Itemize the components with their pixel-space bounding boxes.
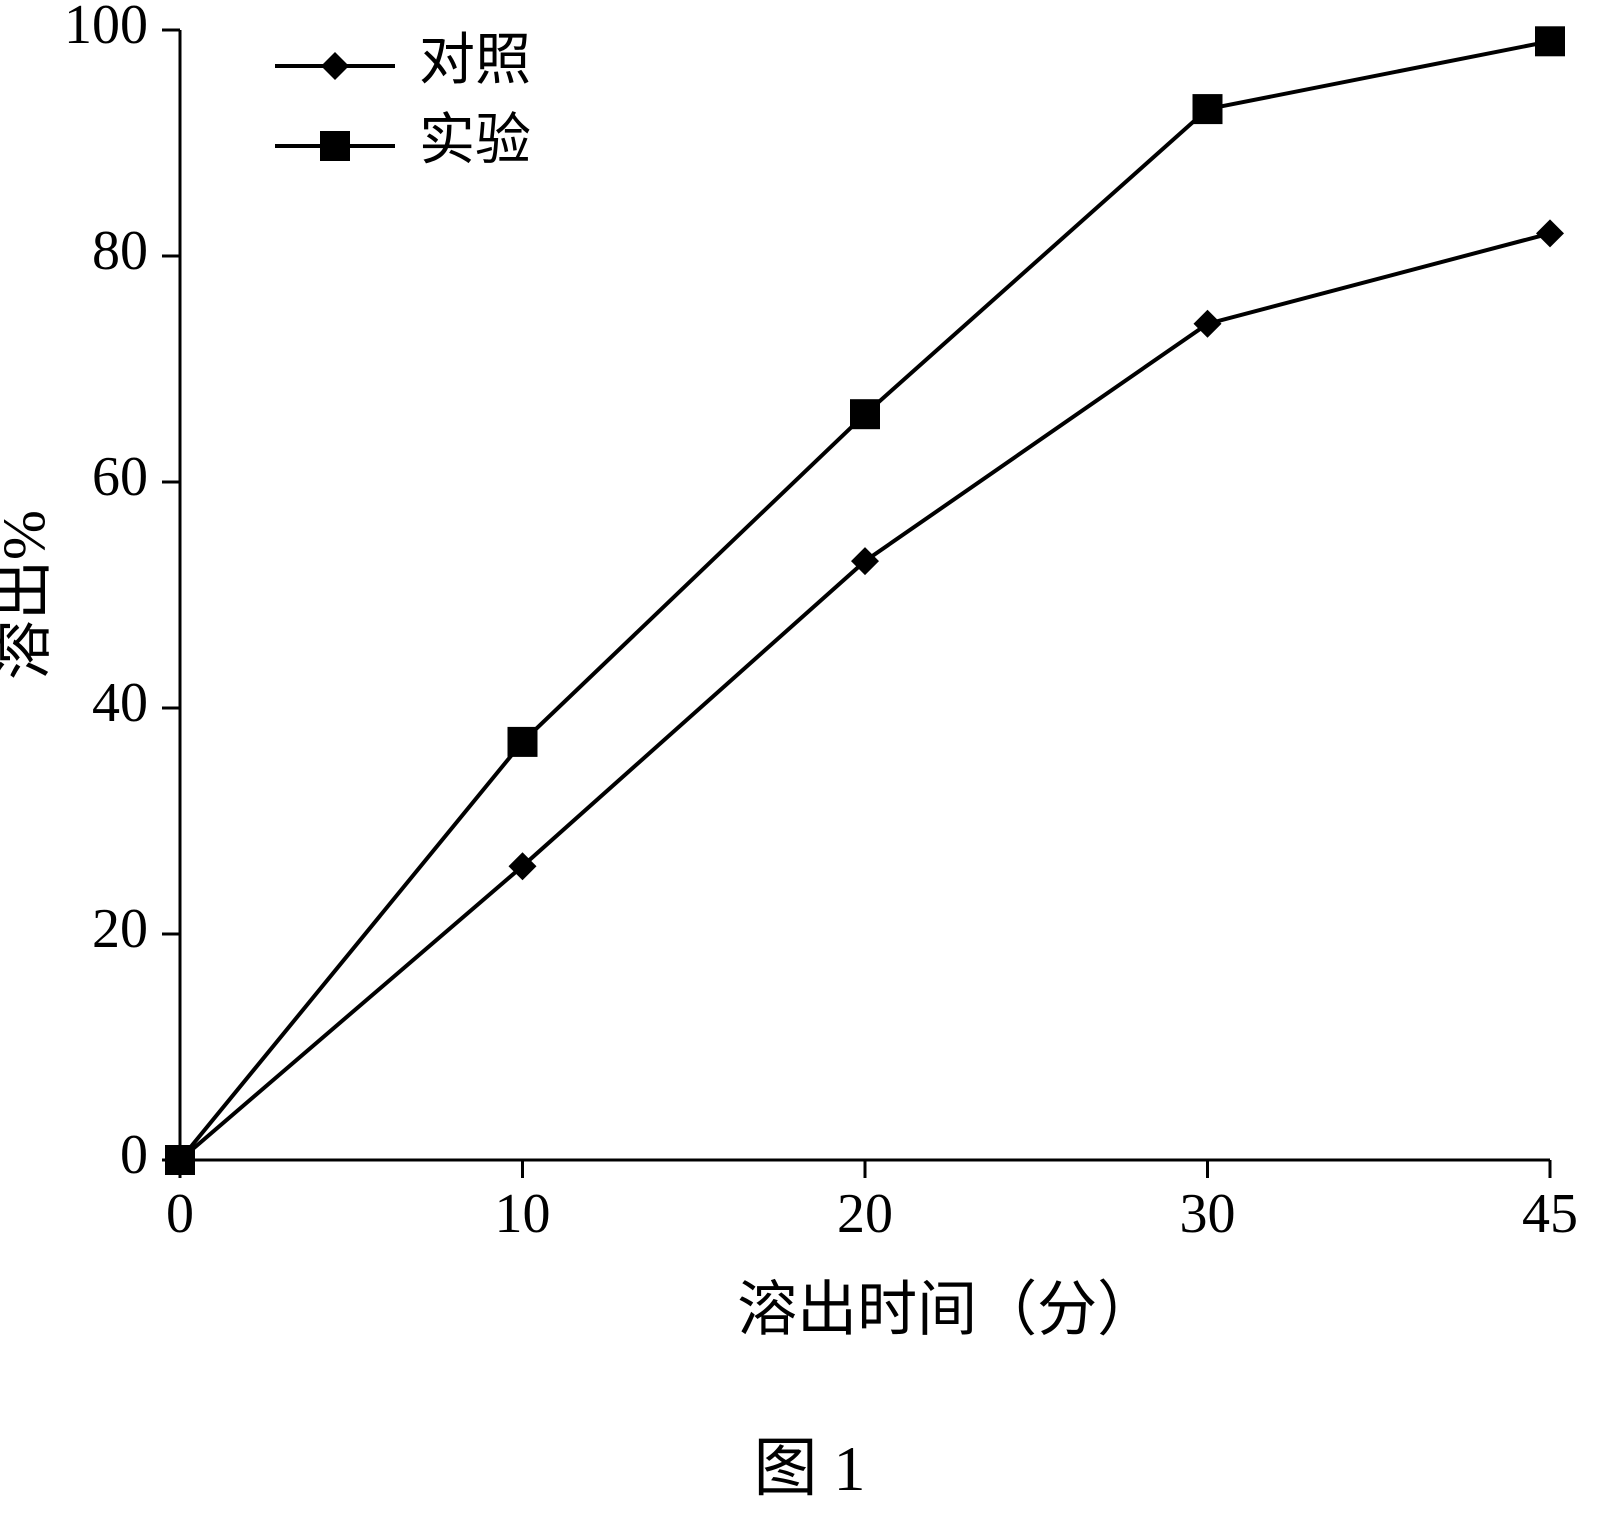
legend-label: 对照	[419, 30, 531, 92]
y-axis-label: 溶出%	[0, 510, 57, 680]
chart-svg: 0 20 40 60 80 100 0 10 20 30 45 溶出% 溶出时间（分） 对照实验图 1	[0, 0, 1619, 1533]
chart-container: 0 20 40 60 80 100 0 10 20 30 45 溶出% 溶出时间（分） 对照实验图 1	[0, 0, 1619, 1533]
square-marker	[320, 131, 350, 161]
y-tick-label: 80	[92, 220, 148, 282]
y-tick-label: 40	[92, 672, 148, 734]
square-marker	[1193, 94, 1223, 124]
square-marker	[850, 399, 880, 429]
y-tick-label: 60	[92, 446, 148, 508]
square-marker	[508, 727, 538, 757]
y-tick-label: 0	[120, 1124, 148, 1186]
x-tick-label: 20	[837, 1183, 893, 1245]
square-marker	[1535, 26, 1565, 56]
x-tick-label: 30	[1180, 1183, 1236, 1245]
x-tick-label: 0	[166, 1183, 194, 1245]
legend-label: 实验	[419, 110, 531, 172]
y-tick-label: 100	[64, 0, 148, 56]
x-axis-label: 溶出时间（分）	[737, 1277, 1157, 1343]
square-marker	[165, 1145, 195, 1175]
y-tick-label: 20	[92, 898, 148, 960]
x-tick-label: 45	[1522, 1183, 1578, 1245]
figure-caption: 图 1	[754, 1433, 866, 1504]
x-tick-label: 10	[495, 1183, 551, 1245]
